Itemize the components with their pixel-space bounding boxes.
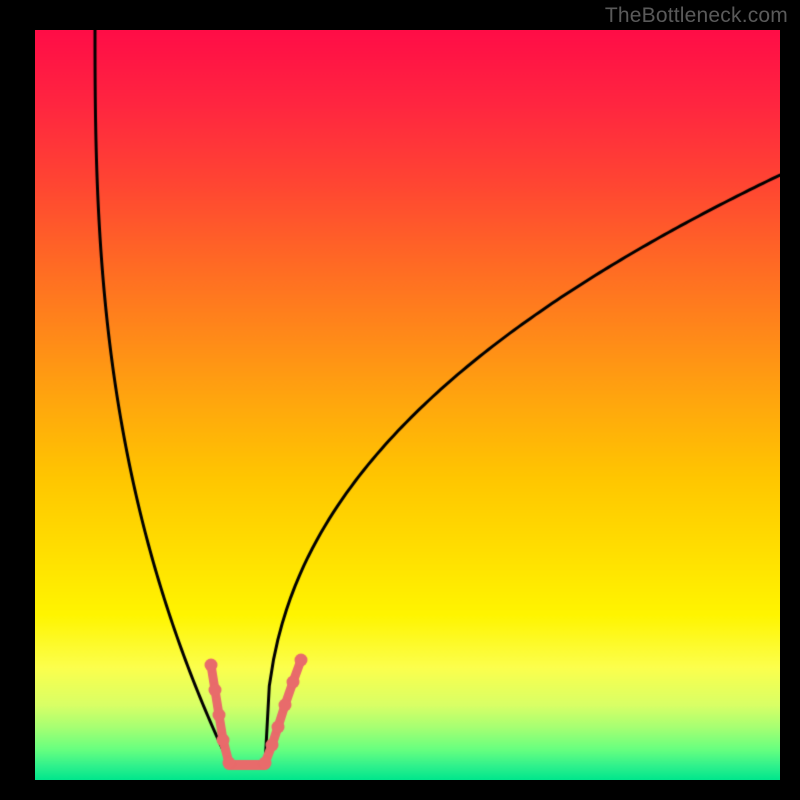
bottleneck-curve	[35, 30, 780, 780]
chart-plot-area	[35, 30, 780, 780]
watermark-text: TheBottleneck.com	[605, 4, 788, 28]
